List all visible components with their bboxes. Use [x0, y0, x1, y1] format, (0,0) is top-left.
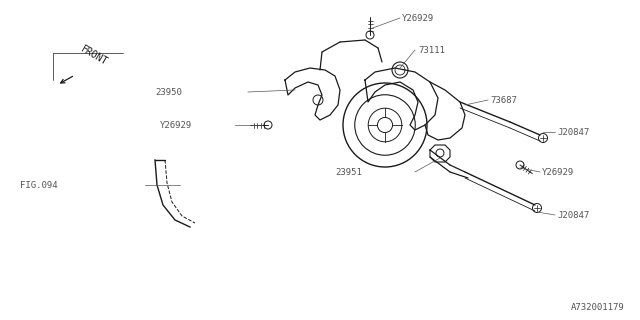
- Text: FIG.094: FIG.094: [20, 180, 58, 189]
- Text: 23950: 23950: [155, 87, 182, 97]
- Text: Y26929: Y26929: [542, 167, 574, 177]
- Text: Y26929: Y26929: [160, 121, 192, 130]
- Text: 73111: 73111: [418, 45, 445, 54]
- Text: J20847: J20847: [557, 211, 589, 220]
- Text: J20847: J20847: [557, 127, 589, 137]
- Text: Y26929: Y26929: [402, 13, 435, 22]
- Text: A732001179: A732001179: [572, 303, 625, 312]
- Text: 73687: 73687: [490, 95, 517, 105]
- Text: FRONT: FRONT: [79, 44, 109, 67]
- Text: 23951: 23951: [335, 167, 362, 177]
